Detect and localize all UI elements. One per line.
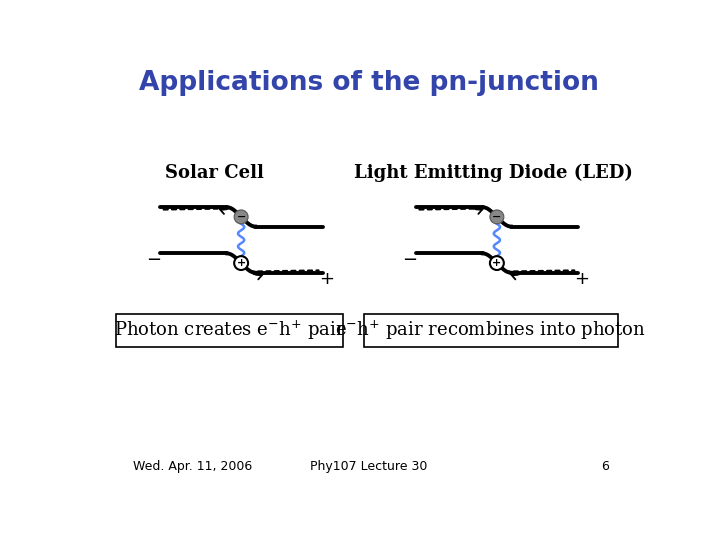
Text: +: + (492, 258, 502, 268)
Text: Phy107 Lecture 30: Phy107 Lecture 30 (310, 460, 428, 473)
Text: +: + (319, 270, 334, 288)
Text: −: − (402, 251, 417, 268)
Text: −: − (146, 251, 161, 268)
Text: +: + (575, 270, 590, 288)
Circle shape (234, 210, 248, 224)
Text: −: − (236, 212, 246, 222)
Text: Light Emitting Diode (LED): Light Emitting Diode (LED) (354, 164, 632, 182)
Text: Applications of the pn-junction: Applications of the pn-junction (139, 70, 599, 96)
FancyBboxPatch shape (364, 314, 618, 347)
Text: Wed. Apr. 11, 2006: Wed. Apr. 11, 2006 (132, 460, 252, 473)
FancyBboxPatch shape (117, 314, 343, 347)
Text: e$^{-}$h$^{+}$ pair recombines into photon: e$^{-}$h$^{+}$ pair recombines into phot… (336, 319, 646, 342)
Text: 6: 6 (601, 460, 609, 473)
Text: Photon creates e$^{-}$h$^{+}$ pair: Photon creates e$^{-}$h$^{+}$ pair (114, 319, 346, 342)
Circle shape (234, 256, 248, 270)
Circle shape (490, 256, 504, 270)
Text: −: − (492, 212, 502, 222)
Circle shape (490, 210, 504, 224)
Text: Solar Cell: Solar Cell (165, 164, 264, 181)
Text: +: + (236, 258, 246, 268)
